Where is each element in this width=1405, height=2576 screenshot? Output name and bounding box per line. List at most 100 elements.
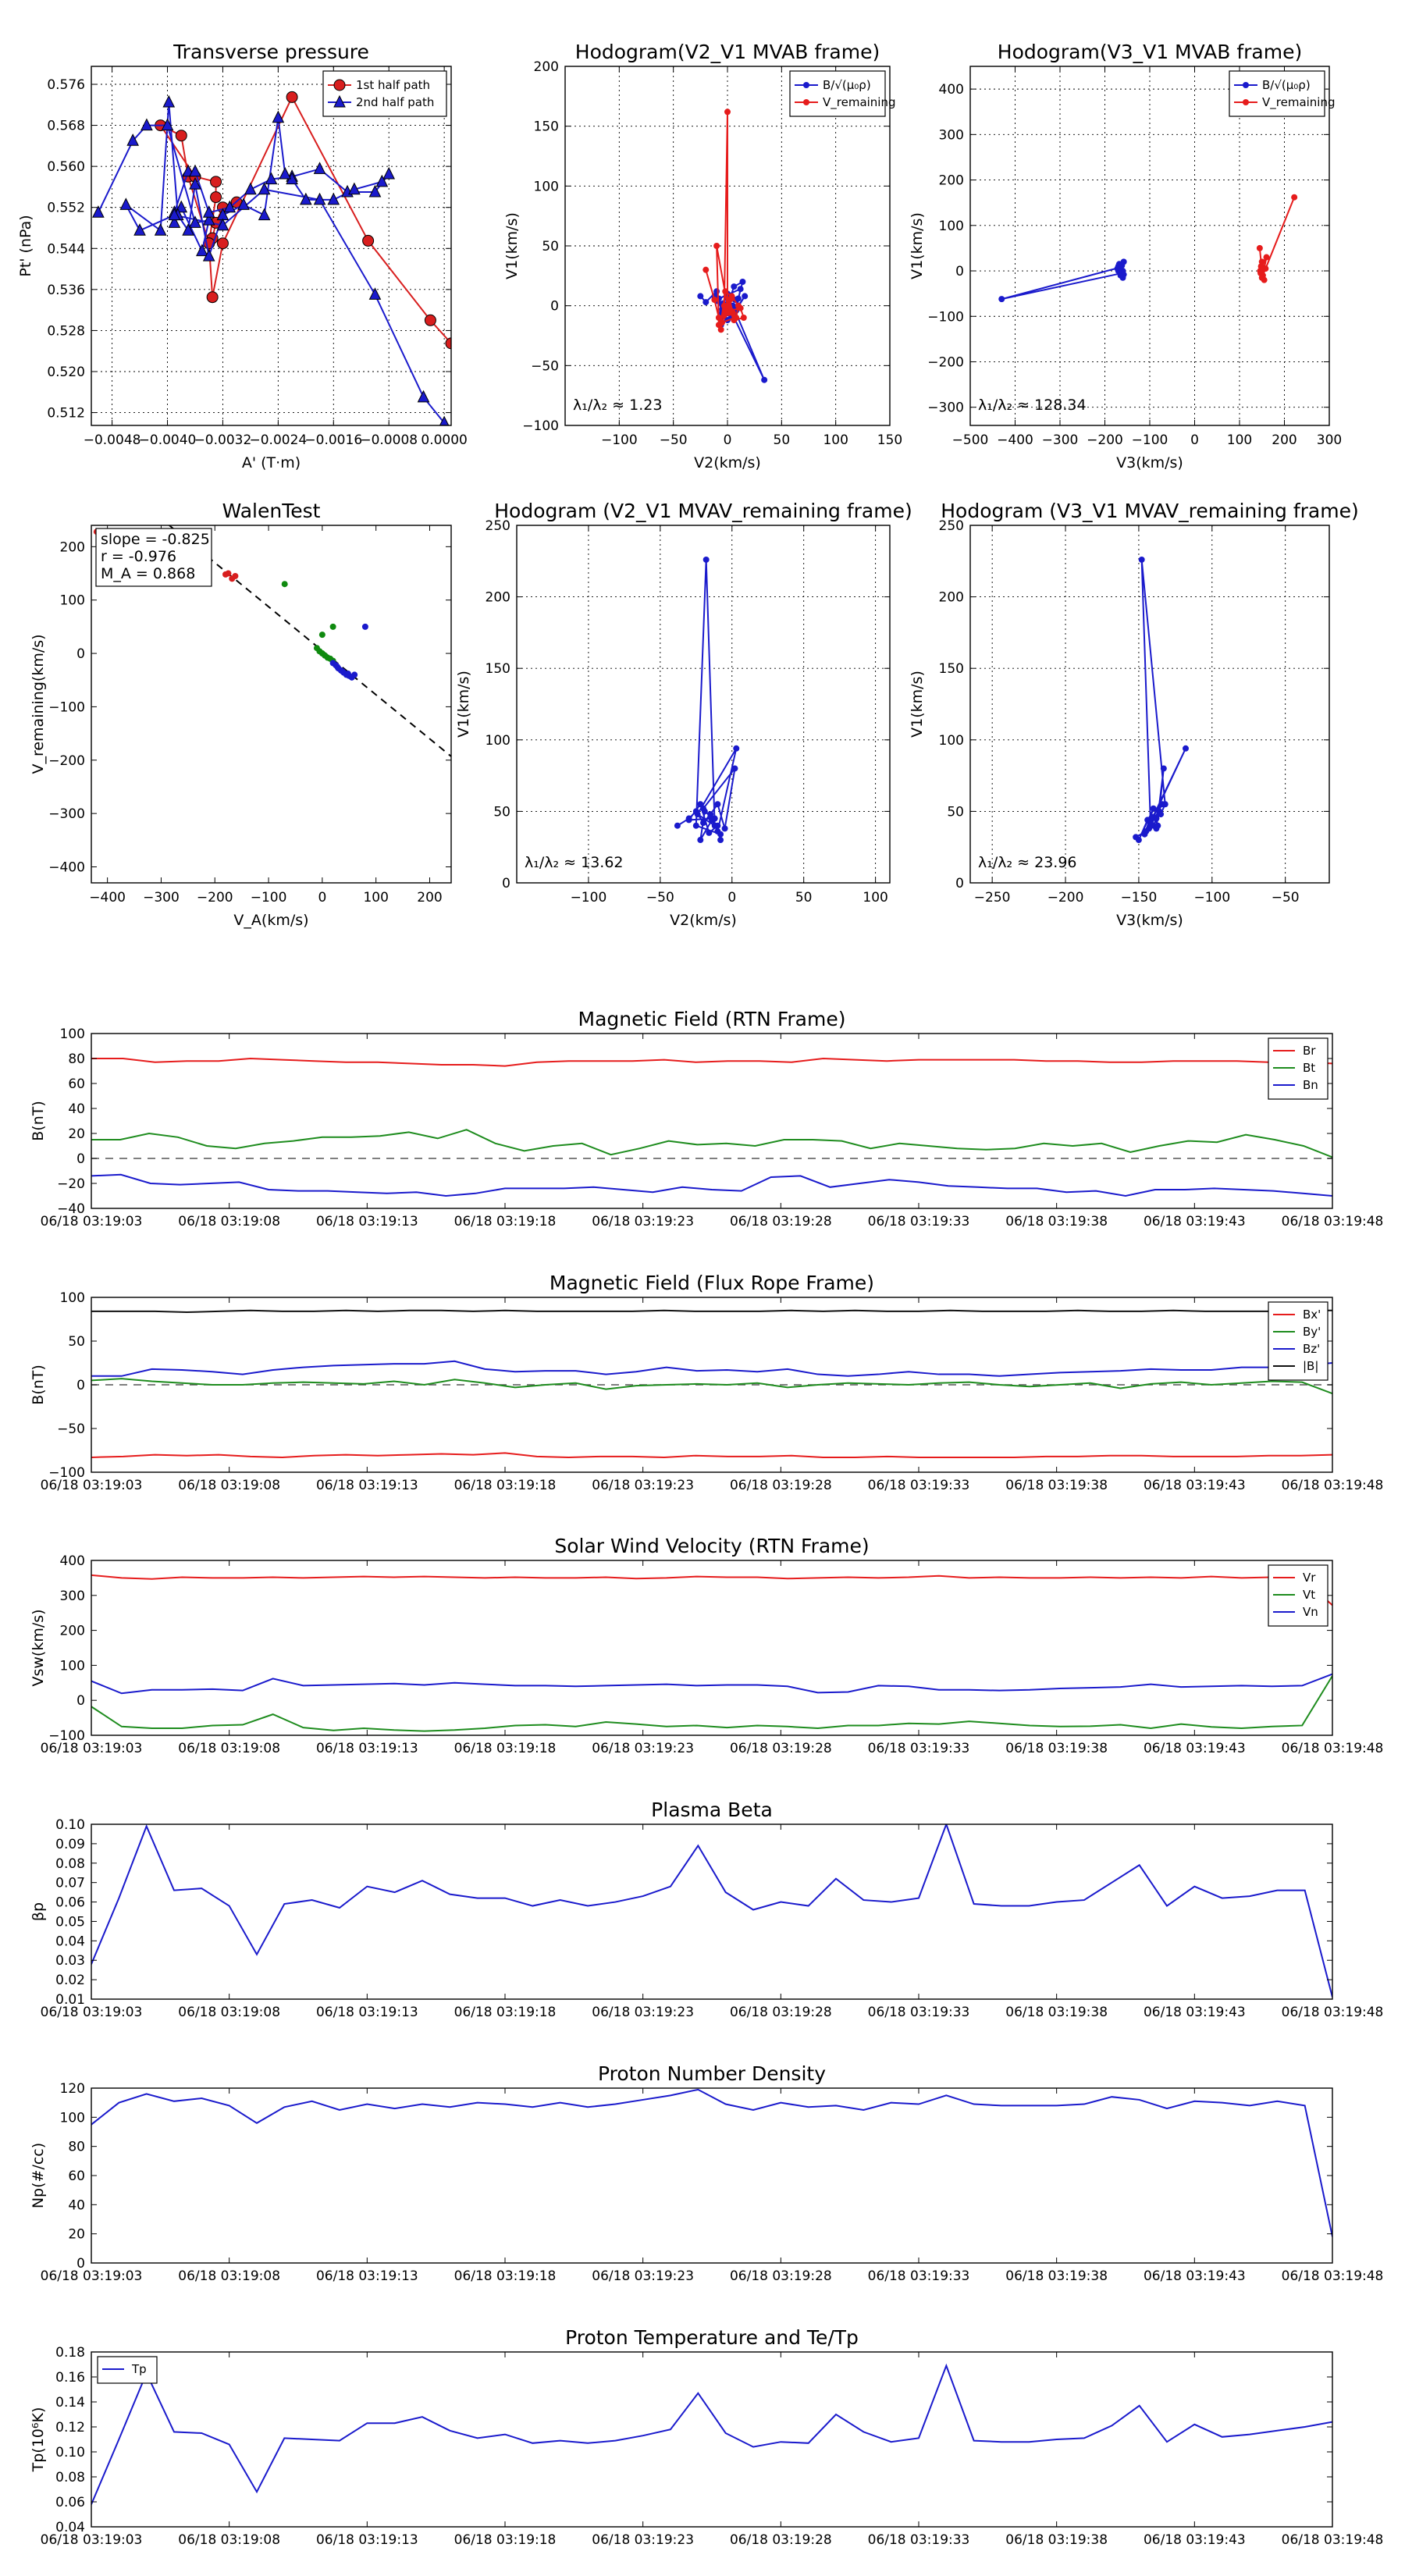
data-point — [1135, 837, 1142, 844]
legend-label: Bx' — [1303, 1308, 1321, 1322]
data-point — [1160, 765, 1167, 772]
ratio-annotation: λ₁/λ₂ ≈ 1.23 — [573, 397, 662, 414]
series-group — [674, 556, 740, 844]
x-tick-label: 06/18 03:19:38 — [1005, 2005, 1108, 2020]
x-tick-label: 06/18 03:19:38 — [1005, 2268, 1108, 2284]
plot-title: Plasma Beta — [651, 1799, 773, 1821]
x-tick-label: 06/18 03:19:48 — [1282, 1478, 1384, 1493]
y-axis-label: Np(#/cc) — [30, 2143, 47, 2208]
data-point — [694, 811, 701, 818]
plot-title: Transverse pressure — [173, 41, 369, 63]
x-tick-label: 100 — [823, 432, 848, 448]
y-tick-label: 20 — [68, 1126, 85, 1142]
data-point — [702, 299, 710, 306]
x-tick-label: 06/18 03:19:43 — [1144, 1214, 1246, 1229]
data-point — [1120, 271, 1127, 278]
stats-box — [95, 528, 212, 587]
x-tick-label: 06/18 03:19:18 — [454, 1214, 557, 1229]
x-tick-label: 06/18 03:19:28 — [730, 1741, 832, 1756]
data-point — [719, 319, 726, 326]
data-point — [189, 164, 201, 177]
y-tick-label: 200 — [60, 539, 85, 555]
y-axis-label: V1(km/s) — [909, 671, 926, 738]
y-tick-label: 0.10 — [55, 1817, 85, 1833]
data-point — [189, 177, 201, 190]
x-tick-label: 06/18 03:19:48 — [1282, 2005, 1384, 2020]
data-point — [202, 213, 215, 226]
x-tick-label: 06/18 03:19:08 — [178, 2005, 280, 2020]
data-point — [1115, 268, 1122, 275]
series-group — [91, 1824, 1332, 1998]
y-tick-label: −100 — [48, 1465, 85, 1481]
x-tick-label: 06/18 03:19:48 — [1282, 2532, 1384, 2548]
plot-frame — [91, 1823, 1333, 2000]
y-tick-label: 80 — [68, 1051, 85, 1067]
y-axis-label: V1(km/s) — [503, 212, 521, 279]
y-axis-label: Pt' (nPa) — [17, 215, 34, 276]
y-tick-label: 0.07 — [55, 1876, 85, 1891]
chart-p6: −250 −200 −150 −100 −50 0 50 100 150 200 250Hodogr… — [909, 500, 1359, 929]
series-group — [1133, 556, 1189, 844]
data-point — [348, 182, 361, 195]
series-group — [91, 2363, 1332, 2505]
data-point — [340, 668, 347, 675]
chart-p3: −500 −400 −300 −200 −100 0 100 200 300 −300 −200 −1… — [909, 41, 1342, 471]
x-tick-label: 06/18 03:19:08 — [178, 2532, 280, 2548]
plot-title: Hodogram (V2_V1 MVAV_remaining frame) — [494, 500, 912, 522]
x-tick-label: 06/18 03:19:38 — [1005, 2532, 1108, 2548]
data-point — [162, 94, 176, 108]
x-tick-label: 06/18 03:19:23 — [592, 2005, 694, 2020]
x-tick-label: 06/18 03:19:28 — [730, 2005, 832, 2020]
data-point — [126, 133, 140, 146]
x-tick-label: −300 — [143, 890, 180, 906]
x-tick-label: 06/18 03:19:13 — [316, 2005, 418, 2020]
legend-label: V_remaining — [1262, 95, 1336, 110]
y-tick-label: 100 — [60, 2110, 85, 2126]
x-tick-label: 06/18 03:19:43 — [1144, 1741, 1246, 1756]
y-tick-label: −100 — [48, 1728, 85, 1744]
data-point — [382, 166, 396, 180]
data-point — [720, 302, 727, 309]
x-tick-label: 06/18 03:19:23 — [592, 1741, 694, 1756]
data-point — [714, 822, 721, 829]
series-line-3 — [91, 1309, 1332, 1314]
series-group — [91, 1057, 1332, 1197]
x-tick-label: 06/18 03:19:48 — [1282, 1214, 1384, 1229]
legend-label: Bn — [1303, 1078, 1318, 1092]
x-tick-label: 100 — [863, 890, 887, 906]
data-point — [189, 215, 201, 228]
plot-title: Hodogram (V3_V1 MVAV_remaining frame) — [941, 500, 1359, 522]
y-tick-label: 50 — [542, 239, 559, 254]
series-group — [91, 1309, 1332, 1458]
y-tick-label: 100 — [534, 179, 559, 194]
series-line-0 — [1135, 559, 1186, 841]
data-point — [232, 572, 239, 579]
data-point — [737, 286, 744, 293]
y-tick-label: 0.560 — [47, 159, 85, 175]
y-tick-label: 60 — [68, 1076, 85, 1092]
legend-marker — [803, 82, 809, 88]
x-tick-label: 06/18 03:19:33 — [868, 2005, 970, 2020]
y-tick-label: 300 — [939, 127, 964, 143]
chart-p1: −0.0048−0.0040−0.0032−0.0024−0.0016−0.00… — [17, 41, 468, 471]
data-point — [717, 326, 724, 333]
x-tick-label: −250 — [974, 890, 1011, 906]
x-axis-label: V3(km/s) — [1116, 912, 1183, 929]
y-tick-label: 0.03 — [55, 1953, 85, 1969]
data-point — [722, 307, 729, 314]
data-point — [714, 801, 721, 808]
plot-frame — [91, 66, 452, 426]
x-tick-label: 06/18 03:19:18 — [454, 2532, 557, 2548]
stats-line: slope = -0.825 — [101, 531, 210, 548]
data-point — [210, 176, 222, 188]
x-tick-label: 0 — [1190, 432, 1199, 448]
x-axis-label: V3(km/s) — [1116, 454, 1183, 471]
data-point — [731, 765, 738, 772]
x-tick-label: −100 — [601, 432, 638, 448]
y-tick-label: 80 — [68, 2140, 85, 2155]
series-group — [92, 91, 451, 425]
data-point — [368, 184, 382, 197]
series-line-0 — [1001, 258, 1126, 301]
x-tick-label: −50 — [646, 890, 674, 906]
y-axis-label: V1(km/s) — [909, 212, 926, 279]
